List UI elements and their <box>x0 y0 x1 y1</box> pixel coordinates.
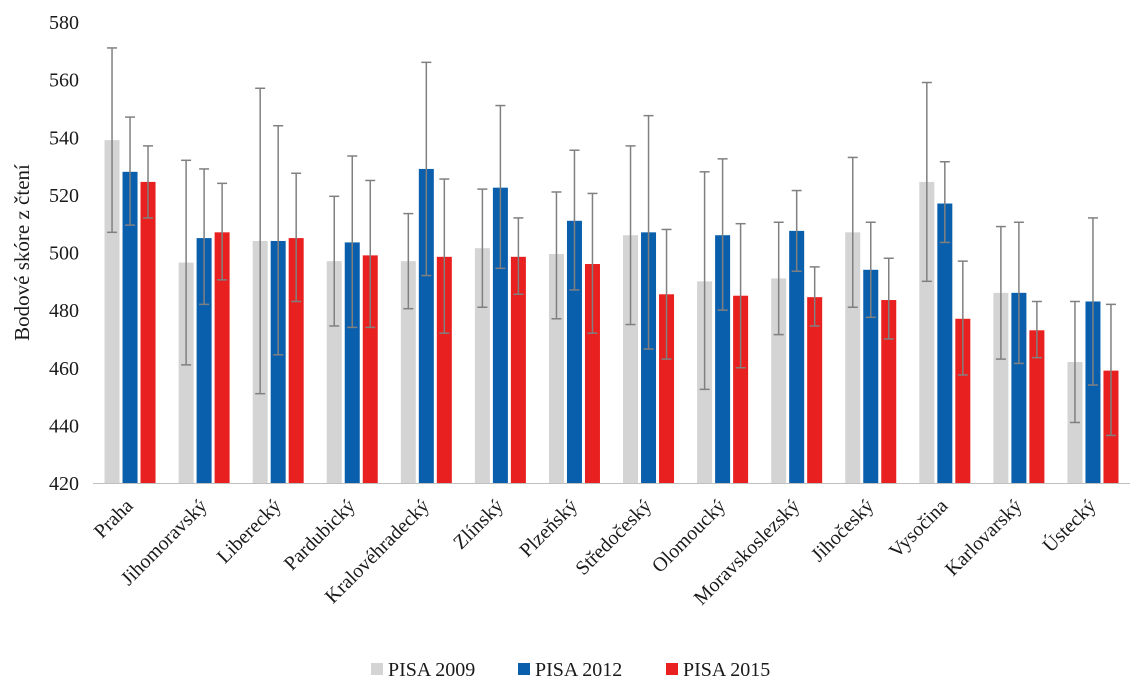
bar <box>270 240 286 483</box>
bar <box>641 232 657 483</box>
y-axis: 420 440 460 480 500 520 540 560 580 <box>49 12 1130 495</box>
bar <box>955 318 971 483</box>
bar <box>510 256 526 483</box>
bar <box>436 256 452 483</box>
legend-label: PISA 2009 <box>388 659 475 681</box>
bar <box>326 261 342 483</box>
category-label: Pardubický <box>280 495 360 575</box>
y-tick-label: 460 <box>49 358 79 380</box>
bar <box>937 203 953 484</box>
category-label: Ústecký <box>1037 494 1100 557</box>
legend-swatch <box>666 663 678 675</box>
bar <box>845 232 861 483</box>
bar <box>344 242 360 483</box>
bar <box>122 171 138 483</box>
bar <box>178 262 194 483</box>
legend: PISA 2009 PISA 2012 PISA 2015 <box>371 659 770 681</box>
category-label: Vysočina <box>885 495 952 562</box>
bar <box>288 238 304 483</box>
bar <box>715 235 731 483</box>
category-label: Plzeňský <box>515 495 582 562</box>
y-tick-label: 420 <box>49 473 79 495</box>
bar <box>993 292 1009 483</box>
category-label: Zlínský <box>449 495 508 554</box>
bar <box>418 168 434 483</box>
bar <box>548 253 564 483</box>
bar <box>807 297 823 483</box>
legend-swatch <box>371 663 383 675</box>
category-label: Jihočeský <box>807 495 878 566</box>
bar <box>919 181 935 484</box>
bar <box>733 295 749 483</box>
bar <box>659 294 675 483</box>
bar <box>623 235 639 483</box>
bar <box>400 261 416 483</box>
y-tick-label: 480 <box>49 300 79 322</box>
y-tick-label: 440 <box>49 415 79 437</box>
legend-swatch <box>518 663 530 675</box>
bar <box>140 181 156 484</box>
bar <box>1029 330 1045 483</box>
category-label: Liberecký <box>213 495 286 568</box>
bars-group <box>104 140 1119 484</box>
bar <box>771 278 787 483</box>
category-label: Středočeský <box>571 495 656 580</box>
bar <box>196 238 212 483</box>
category-label: Karlovarský <box>941 495 1026 580</box>
bar <box>492 187 508 483</box>
legend-label: PISA 2015 <box>683 659 770 681</box>
y-axis-title: Bodové skóre z čtení <box>10 164 34 341</box>
legend-label: PISA 2012 <box>535 659 622 681</box>
y-tick-label: 560 <box>49 70 79 92</box>
category-label: Praha <box>90 495 138 543</box>
bar <box>214 232 230 483</box>
bar <box>789 230 805 483</box>
bar <box>566 220 582 483</box>
y-tick-label: 540 <box>49 127 79 149</box>
bar <box>1085 301 1101 483</box>
bar <box>584 264 600 483</box>
bar <box>1011 292 1027 483</box>
error-bars-group <box>107 47 1116 437</box>
bar <box>104 140 120 483</box>
y-tick-label: 520 <box>49 185 79 207</box>
bar <box>362 255 378 483</box>
bar <box>863 269 879 483</box>
bar <box>881 300 897 483</box>
y-tick-label: 500 <box>49 243 79 265</box>
y-tick-label: 580 <box>49 12 79 34</box>
